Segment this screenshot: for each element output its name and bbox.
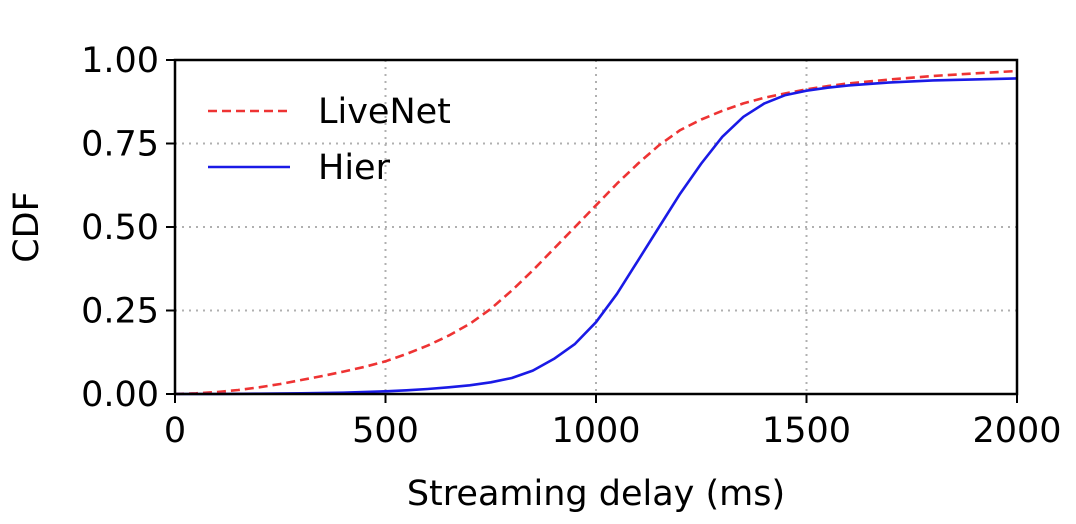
x-tick-label: 1500: [762, 411, 851, 451]
y-tick-label: 0.50: [81, 208, 159, 248]
legend-label-hier: Hier: [318, 148, 391, 188]
y-tick-label: 1.00: [81, 41, 159, 81]
x-tick-label: 2000: [972, 411, 1061, 451]
x-tick-label: 0: [164, 411, 186, 451]
y-tick-label: 0.25: [81, 292, 159, 332]
y-tick-label: 0.00: [81, 375, 159, 415]
x-tick-label: 1000: [551, 411, 640, 451]
x-tick-label: 500: [352, 411, 419, 451]
series-line-livenet: [174, 69, 1018, 396]
y-tick-label: 0.75: [81, 125, 159, 165]
y-axis-label: CDF: [7, 191, 47, 263]
legend: LiveNet Hier: [208, 92, 451, 188]
legend-label-livenet: LiveNet: [318, 92, 451, 132]
series-line-hier: [175, 77, 1018, 396]
series-lines: [174, 69, 1018, 396]
axis-ticks: 0 500 1000 1500 2000 0.00 0.25 0.50 0.75 1.00: [81, 41, 1061, 451]
grid-lines: [174, 59, 1018, 395]
x-axis-label: Streaming delay (ms): [407, 474, 785, 514]
